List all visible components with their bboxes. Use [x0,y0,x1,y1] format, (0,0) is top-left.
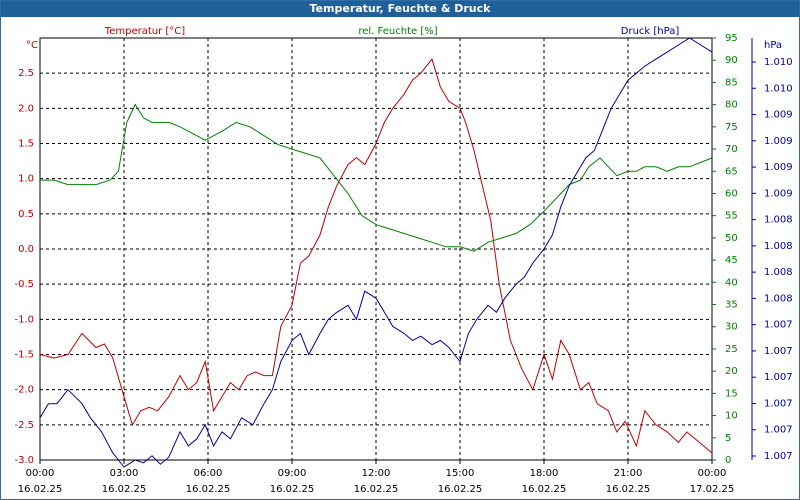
pressure-series-line [39,37,713,468]
humidity-tick-label: 90 [725,55,738,66]
x-tick-date: 16.02.25 [102,484,147,495]
temperature-unit: °C [26,40,38,51]
pressure-tick-label: 1.009 [764,136,793,147]
x-tick-date: 16.02.25 [438,484,483,495]
chart-title: Temperatur, Feuchte & Druck [1,1,799,17]
temperature-tick-label: 0.5 [18,209,34,220]
humidity-series-line [40,103,713,252]
x-tick-time: 00:00 [698,468,727,479]
x-tick-date: 16.02.25 [354,484,399,495]
x-tick-time: 18:00 [530,468,559,479]
humidity-tick-label: 55 [725,211,738,222]
humidity-tick-label: 60 [725,188,738,199]
pressure-tick-label: 1.008 [764,267,793,278]
x-tick-time: 15:00 [446,468,475,479]
humidity-tick-label: 80 [725,100,738,111]
x-tick-date: 16.02.25 [18,484,63,495]
pressure-tick-label: 1.008 [764,215,793,226]
x-tick-time: 06:00 [194,468,223,479]
humidity-tick-label: 0 [725,455,731,466]
humidity-tick-label: 50 [725,233,738,244]
humidity-tick-label: 75 [725,122,738,133]
pressure-tick-label: 1.007 [764,398,793,409]
pressure-tick-label: 1.010 [764,83,793,94]
temperature-tick-label: 1.0 [18,174,34,185]
humidity-tick-label: 20 [725,366,738,377]
temperature-tick-label: -3.0 [14,455,34,466]
pressure-tick-label: 1.007 [764,425,793,436]
humidity-tick-label: 85 [725,77,738,88]
pressure-tick-label: 1.007 [764,372,793,383]
humidity-tick-label: 25 [725,344,738,355]
x-tick-time: 21:00 [614,468,643,479]
x-tick-time: 09:00 [278,468,307,479]
humidity-tick-label: 35 [725,300,738,311]
humidity-tick-label: 45 [725,255,738,266]
humidity-tick-label: 10 [725,411,738,422]
humidity-tick-label: 40 [725,277,738,288]
temperature-tick-label: -1.5 [14,350,34,361]
humidity-tick-label: 15 [725,388,738,399]
temperature-tick-label: -2.0 [14,385,34,396]
pressure-tick-label: 1.007 [764,346,793,357]
x-tick-time: 00:00 [26,468,55,479]
x-tick-date: 16.02.25 [186,484,231,495]
x-tick-date: 16.02.25 [270,484,315,495]
temperature-tick-label: -2.5 [14,420,34,431]
x-tick-date: 17.02.25 [690,484,735,495]
humidity-tick-label: 70 [725,144,738,155]
temperature-tick-label: 2.5 [18,68,34,79]
x-tick-date: 16.02.25 [522,484,567,495]
temperature-tick-label: -0.5 [14,279,34,290]
pressure-axis-label: Druck [hPa] [621,26,680,37]
pressure-tick-label: 1.009 [764,188,793,199]
pressure-tick-label: 1.007 [764,320,793,331]
pressure-tick-label: 1.010 [764,57,793,68]
humidity-tick-label: 5 [725,433,731,444]
x-tick-time: 12:00 [362,468,391,479]
pressure-tick-label: 1.009 [764,110,793,121]
pressure-unit: hPa [764,40,782,51]
temperature-tick-label: 1.5 [18,139,34,150]
humidity-tick-label: 65 [725,166,738,177]
humidity-tick-label: 95 [725,33,738,44]
temperature-series-line [39,58,713,454]
pressure-tick-label: 1.009 [764,162,793,173]
humidity-tick-label: 30 [725,322,738,333]
temperature-axis-label: Temperatur [°C] [104,26,185,37]
x-tick-date: 16.02.25 [606,484,651,495]
temperature-tick-label: -1.0 [14,314,34,325]
temperature-tick-label: 2.0 [18,103,34,114]
humidity-axis-label: rel. Feuchte [%] [358,26,437,37]
pressure-tick-label: 1.008 [764,293,793,304]
pressure-tick-label: 1.007 [764,451,793,462]
pressure-tick-label: 1.008 [764,241,793,252]
temperature-tick-label: 0.0 [18,244,34,255]
x-tick-time: 03:00 [110,468,139,479]
